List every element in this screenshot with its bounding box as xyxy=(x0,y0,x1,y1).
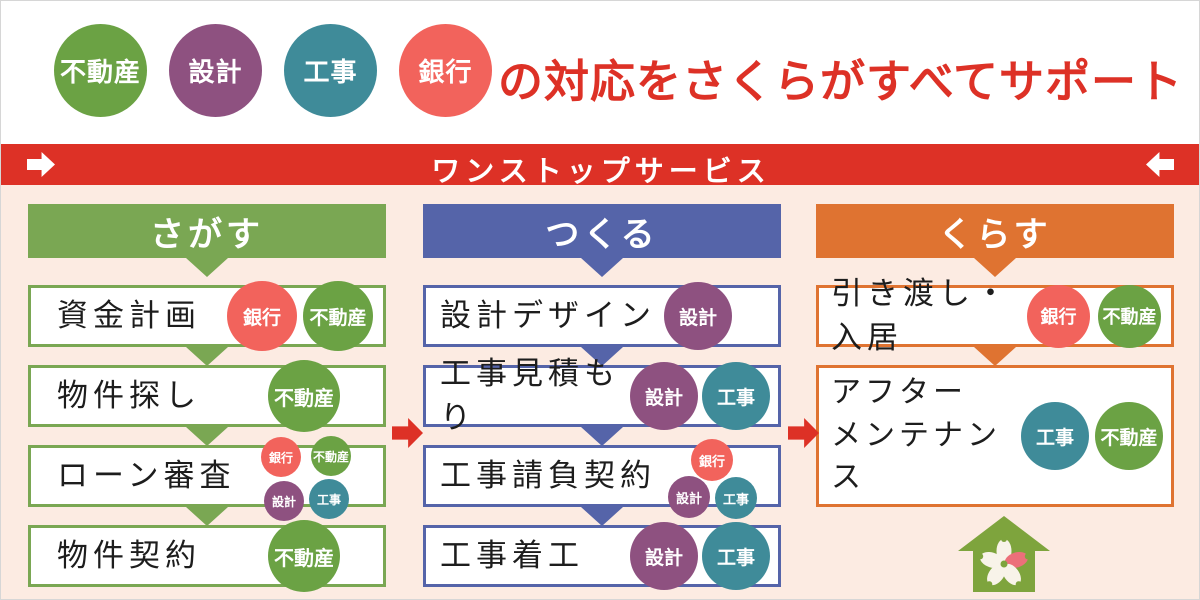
service-tag: 設計 xyxy=(630,362,698,430)
house-sakura-icon xyxy=(958,516,1050,592)
triangle-down-icon xyxy=(581,347,623,366)
step-box: 物件契約 不動産 xyxy=(28,520,386,592)
step-label: 工事請負契約 xyxy=(440,457,656,493)
step-label: 引き渡し・入居 xyxy=(831,275,1011,355)
service-circle: 不動産 xyxy=(54,24,147,117)
step-box: 設計デザイン 設計 xyxy=(423,282,781,350)
service-tag: 工事 xyxy=(702,522,770,590)
triangle-down-icon xyxy=(186,258,228,277)
column-header: つくる xyxy=(423,204,781,258)
service-circles: 不動産 設計 工事 銀行 xyxy=(54,24,492,117)
column-header: さがす xyxy=(28,204,386,258)
step-box: 引き渡し・入居 銀行 不動産 xyxy=(816,276,1174,355)
service-tag: 不動産 xyxy=(303,281,373,351)
flow-arrow-icon xyxy=(788,418,819,448)
service-tag: 不動産 xyxy=(1095,402,1163,470)
step-label: ローン審査 xyxy=(57,457,236,493)
process-column: さがす 資金計画 銀行 不動産 物件探し 不動産 ローン審査 銀行 不動産 設計 工事 物件契約 不動産 xyxy=(28,204,386,599)
service-tag: 不動産 xyxy=(311,436,351,476)
service-tag: 工事 xyxy=(702,362,770,430)
service-tag: 銀行 xyxy=(227,281,297,351)
step-box: ローン審査 銀行 不動産 設計 工事 xyxy=(28,436,386,521)
service-tag: 設計 xyxy=(668,476,710,518)
service-circle: 銀行 xyxy=(399,24,492,117)
service-tag: 銀行 xyxy=(691,439,733,481)
step-box: 工事請負契約 銀行 設計 工事 xyxy=(423,439,781,519)
column-header: くらす xyxy=(816,204,1174,258)
service-circle: 工事 xyxy=(284,24,377,117)
service-tag: 不動産 xyxy=(1098,284,1161,348)
service-circle: 設計 xyxy=(169,24,262,117)
triangle-down-icon xyxy=(186,347,228,366)
process-column: くらす 引き渡し・入居 銀行 不動産 アフター メンテナンス 工事 不動産 xyxy=(816,204,1174,599)
triangle-down-icon xyxy=(186,427,228,446)
step-box: 資金計画 銀行 不動産 xyxy=(28,281,386,351)
triangle-down-icon xyxy=(581,258,623,277)
service-tag: 設計 xyxy=(630,522,698,590)
service-tag: 設計 xyxy=(664,282,732,350)
process-column: つくる 設計デザイン 設計 工事見積もり 設計 工事 工事請負契約 銀行 設計 工事 工事着工 設計工… xyxy=(423,204,781,599)
step-box: 工事見積もり 設計 工事 xyxy=(423,356,781,435)
flow-arrow-icon xyxy=(392,418,423,448)
triangle-down-icon xyxy=(974,258,1016,277)
step-label: 物件契約 xyxy=(57,537,201,573)
step-box: 物件探し 不動産 xyxy=(28,360,386,432)
service-tag: 工事 xyxy=(309,479,349,519)
triangle-down-icon xyxy=(581,507,623,526)
headline-text: の対応をさくらがすべてサポート xyxy=(498,56,1184,107)
step-box: アフター メンテナンス 工事 不動産 xyxy=(816,365,1174,507)
service-tag: 銀行 xyxy=(1027,284,1090,348)
triangle-down-icon xyxy=(186,507,228,526)
service-tag: 設計 xyxy=(264,481,304,521)
service-tag: 工事 xyxy=(715,477,757,519)
step-box: 工事着工 設計 工事 xyxy=(423,522,781,590)
step-label: アフター メンテナンス xyxy=(831,376,1001,495)
top-band: 不動産 設計 工事 銀行 の対応をさくらがすべてサポート xyxy=(1,1,1199,144)
step-label: 物件探し xyxy=(57,377,201,413)
service-tag: 不動産 xyxy=(268,360,340,432)
service-tag: 銀行 xyxy=(261,437,301,477)
triangle-down-icon xyxy=(581,427,623,446)
step-label: 設計デザイン xyxy=(440,297,656,333)
service-tag: 工事 xyxy=(1021,402,1089,470)
step-label: 工事着工 xyxy=(440,537,584,573)
banner-title: ワンストップサービス xyxy=(431,156,771,188)
triangle-down-icon xyxy=(974,347,1016,366)
step-label: 資金計画 xyxy=(57,297,201,333)
step-label: 工事見積もり xyxy=(440,355,620,435)
service-tag: 不動産 xyxy=(268,520,340,592)
one-stop-banner: ワンストップサービス xyxy=(1,144,1199,188)
